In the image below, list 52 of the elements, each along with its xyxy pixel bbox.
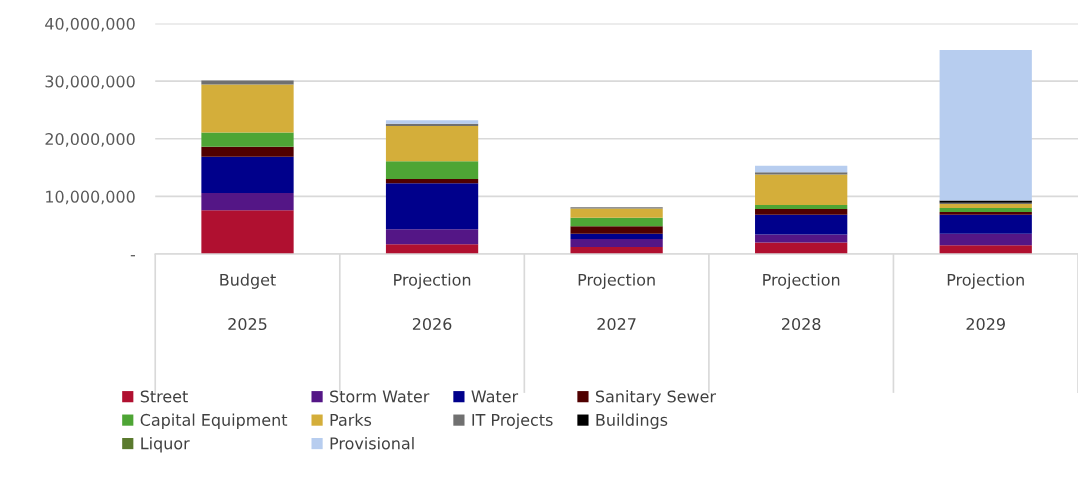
legend-label: Capital Equipment bbox=[140, 413, 288, 430]
legend-label: Liquor bbox=[141, 437, 190, 453]
bar bbox=[939, 214, 1032, 234]
category-label: Budget 2025 bbox=[220, 273, 276, 331]
bar bbox=[201, 84, 294, 133]
bar bbox=[755, 174, 848, 206]
bar bbox=[570, 226, 663, 234]
bar bbox=[201, 192, 294, 211]
bar bbox=[385, 244, 479, 255]
bar bbox=[570, 217, 663, 227]
bar bbox=[201, 132, 294, 147]
bar bbox=[201, 156, 294, 193]
y-tick-label: 40,000,000 bbox=[45, 17, 135, 32]
bar bbox=[755, 242, 848, 255]
y-tick-label: 20,000,000 bbox=[45, 132, 135, 147]
y-tick-label: 30,000,000 bbox=[45, 75, 135, 90]
bar bbox=[570, 208, 663, 218]
bar bbox=[385, 229, 479, 245]
bar bbox=[201, 80, 294, 85]
bar bbox=[755, 234, 848, 243]
bar bbox=[939, 203, 1032, 208]
bar bbox=[570, 233, 663, 240]
bar bbox=[755, 214, 848, 235]
bar bbox=[939, 211, 1032, 215]
bar bbox=[201, 146, 294, 157]
bar bbox=[385, 126, 479, 162]
legend-label: Provisional bbox=[330, 437, 414, 450]
bar bbox=[755, 205, 848, 210]
legend-label: Sanitary Sewer bbox=[595, 390, 716, 406]
bar bbox=[385, 179, 479, 184]
category-label: Projection 2027 bbox=[578, 273, 655, 331]
bar bbox=[939, 233, 1032, 246]
category-label: Projection 2026 bbox=[394, 273, 471, 331]
legend-label: Water bbox=[471, 390, 519, 403]
bar bbox=[939, 50, 1032, 201]
y-tick-label: - bbox=[130, 255, 136, 257]
bar bbox=[385, 183, 479, 230]
bar bbox=[570, 239, 663, 248]
bar bbox=[939, 245, 1032, 255]
bar bbox=[755, 165, 848, 173]
bar bbox=[201, 210, 294, 255]
category-label: Projection 2028 bbox=[763, 273, 840, 331]
y-tick-label: 10,000,000 bbox=[46, 190, 135, 205]
bar bbox=[939, 207, 1032, 212]
legend-label: IT Projects bbox=[472, 413, 553, 430]
category-label: Projection 2029 bbox=[947, 273, 1024, 331]
legend-label: Buildings bbox=[596, 413, 668, 430]
bar bbox=[755, 209, 848, 215]
legend-label: Storm Water bbox=[330, 390, 430, 403]
legend-label: Parks bbox=[330, 413, 372, 426]
bar bbox=[385, 161, 479, 180]
legend-label: Street bbox=[140, 390, 188, 403]
